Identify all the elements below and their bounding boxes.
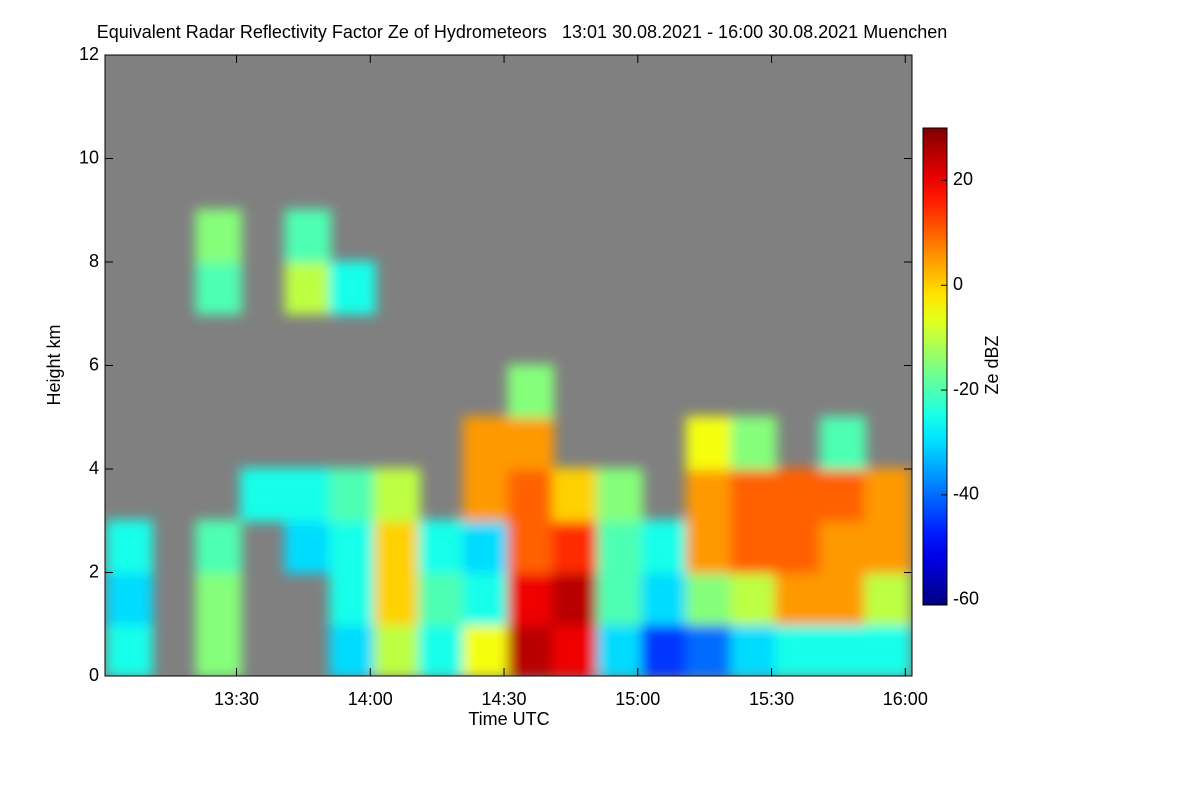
echo-cell — [819, 623, 867, 676]
echo-cell — [596, 468, 644, 522]
echo-cell — [106, 519, 153, 574]
echo-cell — [195, 571, 242, 626]
x-tick-label: 14:30 — [482, 689, 527, 709]
echo-cell — [329, 261, 376, 315]
echo-cell — [864, 571, 911, 626]
echo-cell — [641, 571, 688, 626]
echo-cell — [106, 623, 153, 676]
colorbar-tick-label: 0 — [953, 274, 963, 294]
y-tick-label: 4 — [89, 458, 99, 478]
y-axis-label: Height km — [44, 324, 64, 405]
echo-cell — [864, 623, 911, 676]
echo-cell — [373, 519, 421, 574]
colorbar — [922, 127, 948, 606]
echo-cell — [775, 468, 822, 522]
x-tick-label: 13:30 — [214, 689, 259, 709]
echo-cell — [685, 468, 733, 522]
echo-cell — [775, 519, 822, 574]
echo-cell — [418, 571, 465, 626]
echo-cell — [641, 519, 688, 574]
echo-cell — [507, 364, 555, 419]
echo-cell — [329, 519, 376, 574]
echo-cell — [284, 468, 332, 522]
echo-cell — [329, 623, 376, 676]
echo-cell — [195, 519, 242, 574]
echo-cell — [462, 468, 510, 522]
x-axis-label: Time UTC — [468, 709, 549, 729]
echo-cell — [819, 571, 867, 626]
echo-cell — [552, 623, 599, 676]
y-tick-label: 8 — [89, 251, 99, 271]
echo-cell — [418, 623, 465, 676]
echo-cell — [462, 623, 510, 676]
echo-cell — [596, 519, 644, 574]
echo-cell — [641, 623, 688, 676]
x-tick-label: 16:00 — [883, 689, 928, 709]
echo-cell — [864, 468, 911, 522]
echo-cell — [819, 519, 867, 574]
echo-cell — [685, 571, 733, 626]
echo-cell — [507, 571, 555, 626]
y-tick-label: 12 — [79, 44, 99, 64]
echo-cell — [284, 261, 332, 315]
echo-cell — [195, 623, 242, 676]
colorbar-tick-label: 20 — [953, 169, 973, 189]
echo-cell — [195, 209, 242, 263]
echo-cell — [730, 623, 778, 676]
echo-cell — [552, 571, 599, 626]
y-tick-label: 10 — [79, 147, 99, 167]
echo-cell — [864, 519, 911, 574]
echo-cell — [596, 571, 644, 626]
echo-cell — [685, 416, 733, 470]
echo-cell — [552, 519, 599, 574]
x-tick-label: 15:30 — [749, 689, 794, 709]
echo-cell — [507, 623, 555, 676]
x-tick-label: 14:00 — [348, 689, 393, 709]
colorbar-tick-label: -40 — [953, 484, 979, 504]
colorbar-tick-label: -20 — [953, 379, 979, 399]
echo-cell — [819, 416, 867, 470]
echo-cell — [730, 416, 778, 470]
echo-layer — [106, 209, 911, 676]
echo-cell — [730, 571, 778, 626]
y-tick-label: 0 — [89, 665, 99, 685]
echo-cell — [373, 623, 421, 676]
echo-cell — [462, 519, 510, 574]
echo-cell — [373, 571, 421, 626]
echo-cell — [685, 623, 733, 676]
echo-cell — [284, 209, 332, 263]
echo-cell — [819, 468, 867, 522]
echo-cell — [462, 416, 510, 470]
chart-title: Equivalent Radar Reflectivity Factor Ze … — [97, 22, 948, 42]
echo-cell — [239, 468, 287, 522]
echo-cell — [685, 519, 733, 574]
y-tick-label: 6 — [89, 354, 99, 374]
x-tick-label: 15:00 — [615, 689, 660, 709]
echo-cell — [507, 519, 555, 574]
echo-cell — [596, 623, 644, 676]
echo-cell — [775, 623, 822, 676]
echo-cell — [418, 519, 465, 574]
echo-cell — [507, 416, 555, 470]
echo-cell — [106, 571, 153, 626]
echo-cell — [730, 519, 778, 574]
colorbar-tick-label: -60 — [953, 589, 979, 609]
echo-cell — [507, 468, 555, 522]
echo-cell — [195, 261, 242, 315]
echo-cell — [329, 468, 376, 522]
echo-cell — [775, 571, 822, 626]
echo-cell — [373, 468, 421, 522]
colorbar-label: Ze dBZ — [982, 335, 1002, 394]
echo-cell — [329, 571, 376, 626]
echo-cell — [730, 468, 778, 522]
echo-cells — [106, 209, 911, 676]
echo-cell — [552, 468, 599, 522]
y-tick-label: 2 — [89, 561, 99, 581]
echo-cell — [462, 571, 510, 626]
echo-cell — [284, 519, 332, 574]
